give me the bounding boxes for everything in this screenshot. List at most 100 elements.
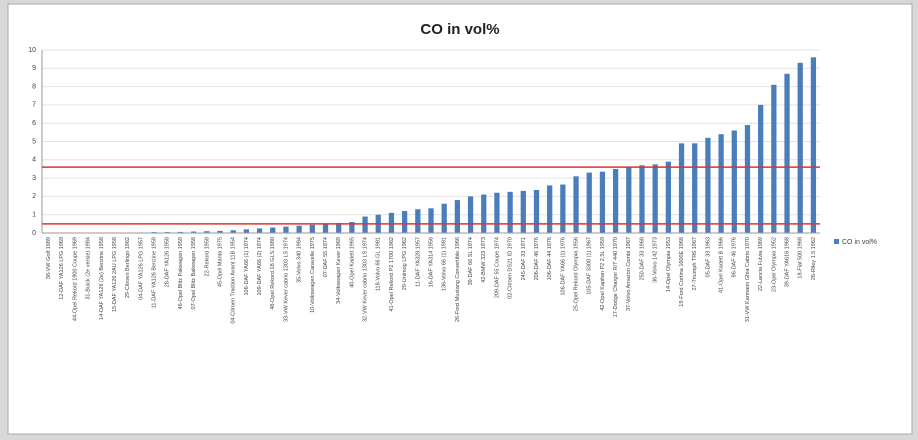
bar (692, 143, 698, 233)
bar (467, 196, 474, 233)
x-tick-label: 105-DAF 3300 (1) 1967 (587, 237, 593, 295)
bar (810, 57, 817, 233)
chart-title: CO in vol% (420, 21, 499, 38)
x-tick-label: 25-Opel Rekord Olympia 1956 (574, 237, 580, 311)
x-tick-label: 22-Rekord 1958 (204, 237, 210, 276)
bar (626, 167, 632, 233)
bar (177, 231, 184, 233)
bar (507, 191, 513, 233)
x-tick-label: 209-DAF 55 Coupe 1974 (494, 237, 500, 298)
bar (599, 171, 606, 233)
bar (230, 230, 236, 233)
x-tick-label: 04-DAF YA126 LPG 1957 (138, 237, 144, 300)
y-tick-label: 7 (32, 102, 36, 109)
x-tick-label: 42-Opel Kapitan P2 2,5L 1959 (600, 237, 606, 311)
x-tick-label: 28-DAF YA126 1958 (165, 237, 171, 287)
x-tick-label: 136-Volvo 66 (1) 1981 (442, 237, 448, 291)
bar (652, 164, 658, 233)
x-tick-label: 31-VW Karmann Ghia Cabrio 1970 (745, 237, 751, 322)
bar (454, 200, 461, 233)
bar (547, 185, 553, 233)
x-tick-label: 16-DAF YA314 1956 (428, 237, 434, 287)
bar (401, 211, 408, 233)
x-tick-label: 19-Ford Cortina 1600E 1968 (679, 237, 685, 307)
bar (309, 224, 315, 233)
bar (784, 73, 790, 233)
bar (349, 222, 355, 233)
x-tick-label: 32-VW Kever cabrio 1303 LS 1974 (363, 237, 369, 322)
x-tick-label: 33-VW Kever cabrio 1303 LS 1974 (283, 237, 289, 322)
x-tick-label: 36-Volvo 142 1973 (653, 237, 659, 283)
bar (705, 137, 711, 233)
x-tick-label: 07-Opel Blitz Bakwagen 1958 (191, 237, 197, 309)
bar (296, 225, 302, 233)
y-tick-label: 6 (32, 120, 36, 127)
x-tick-label: 26-Riley 1.5 1962 (811, 237, 817, 280)
bar (336, 222, 342, 233)
x-tick-label: 38-VW Golf 1989 (46, 237, 52, 279)
x-tick-label: 31-Buick (2e versie) 1984 (86, 237, 92, 300)
x-tick-label: 04-Citroen Traction Avant 11B 1954 (231, 237, 237, 324)
bar (771, 84, 777, 234)
x-tick-label: 46-Opel Blitz Pakwagen 1959 (178, 237, 184, 309)
x-tick-label: 26-Ford Mustang Convertible 1966 (455, 237, 461, 322)
x-tick-label: 02-Citroen DS21 ID 1970 (508, 237, 514, 299)
x-tick-label: 40-Opel Kadett 1965 (349, 237, 355, 288)
x-tick-label: 41-Opel Rekord P2 1700 1962 (389, 237, 395, 312)
x-tick-label: 109-DAF YA66 (2) 1974 (257, 237, 263, 296)
x-tick-label: 18-Fiat 500 1968 (798, 237, 804, 279)
x-tick-label: 23-Opel Olympia 1952 (771, 237, 777, 292)
bar (256, 228, 263, 233)
x-tick-label: 44-Opel Rekord 1900 Coupe 1969 (72, 237, 78, 321)
x-tick-label: 22-Lancia Fulvia 1969 (758, 237, 764, 291)
y-tick-label: 10 (28, 47, 36, 54)
x-tick-label: 245-DAF 33 1971 (521, 237, 527, 280)
x-tick-label: 39-DAF YA616 1968 (784, 237, 790, 287)
bar (678, 143, 685, 233)
bar (217, 230, 223, 233)
bar (494, 192, 500, 233)
bar (243, 229, 250, 233)
bar (639, 165, 645, 233)
legend-swatch (834, 239, 839, 244)
bar (533, 189, 540, 233)
bar (744, 125, 751, 233)
y-tick-label: 5 (32, 138, 36, 145)
bar (270, 227, 276, 233)
x-tick-label: 10-Volkswagen Caravelle 1975 (310, 237, 316, 313)
x-tick-label: 42-BMW 323 1973 (481, 237, 487, 283)
legend-label: CO in vol% (842, 239, 877, 246)
x-tick-label: 27-Triumph TR6 1967 (692, 237, 698, 291)
x-tick-label: 12-DAF YA126 LPG 1969 (59, 237, 65, 300)
x-tick-label: 07-DAF 55 1974 (323, 237, 329, 277)
x-tick-label: 41-Opel Kadett B 1966 (719, 237, 725, 293)
y-tick-label: 8 (32, 83, 36, 90)
bar (586, 172, 592, 233)
y-tick-label: 3 (32, 175, 36, 182)
x-tick-label: 106-DAF YA66 (1) 1976 (560, 237, 566, 296)
x-tick-label: 37-Volvo Amazon Combi 1967 (626, 237, 632, 311)
bar (520, 190, 526, 233)
bar (388, 212, 395, 233)
y-tick-label: 4 (32, 157, 36, 164)
y-tick-label: 0 (32, 230, 36, 237)
bar (797, 62, 803, 234)
x-tick-label: 86-DAF 46 1976 (732, 237, 738, 277)
bar (191, 231, 197, 233)
bar (362, 216, 368, 233)
x-tick-label: 118-Volvo 66 GL 1981 (376, 237, 382, 291)
y-tick-label: 9 (32, 65, 36, 72)
bar (322, 223, 329, 233)
bar (415, 209, 421, 233)
bar (612, 168, 619, 233)
x-tick-label: 11-DAF YA328 1957 (415, 237, 421, 287)
x-tick-label: 206-DAF 46 1976 (534, 237, 540, 280)
x-tick-label: 29-Unimog LPG 1962 (402, 237, 408, 290)
bar (718, 134, 724, 233)
x-tick-label: 39-DAF 66 SL 1974 (468, 237, 474, 285)
x-tick-label: 14-Opel Olympia 1953 (666, 237, 672, 292)
y-tick-label: 1 (32, 212, 36, 219)
x-tick-label: 35-Volvo 340 1984 (297, 237, 303, 283)
x-tick-label: 106-DAF YA66 (1) 1974 (244, 237, 250, 296)
